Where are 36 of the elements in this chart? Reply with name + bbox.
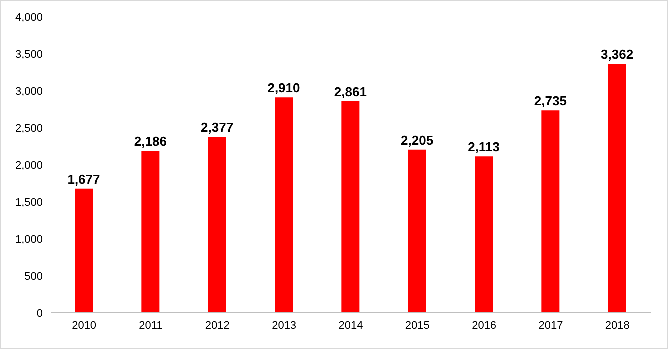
data-label: 2,861	[334, 84, 367, 100]
bar	[542, 110, 560, 313]
x-tick-label: 2015	[405, 320, 430, 332]
bar	[275, 98, 293, 313]
data-label: 2,735	[534, 94, 567, 109]
y-tick-label: 2,500	[15, 122, 43, 135]
y-tick-label: 1,000	[15, 234, 43, 246]
x-tick-label: 2011	[139, 320, 163, 332]
x-tick-label: 2013	[272, 320, 297, 332]
y-tick-label: 3,000	[15, 86, 43, 98]
bar	[142, 151, 160, 313]
bar	[408, 150, 426, 313]
x-tick-label: 2012	[205, 320, 230, 332]
x-tick-label: 2016	[472, 320, 497, 332]
y-tick-label: 3,500	[15, 48, 43, 61]
x-tick-label: 2010	[72, 320, 97, 332]
data-label: 1,677	[68, 172, 100, 187]
data-label: 2,205	[401, 132, 434, 148]
y-tick-label: 4,000	[15, 12, 43, 24]
x-tick-label: 2017	[538, 320, 564, 332]
data-label: 3,362	[601, 47, 634, 62]
bar	[475, 156, 493, 313]
x-tick-label: 2014	[338, 320, 364, 332]
y-tick-label: 500	[24, 270, 43, 283]
data-label: 2,186	[134, 134, 167, 150]
y-tick-label: 2,000	[15, 160, 43, 172]
bar	[608, 64, 626, 313]
bar	[342, 101, 360, 313]
data-label: 2,377	[201, 120, 234, 136]
bar	[75, 188, 93, 313]
data-label: 2,910	[268, 80, 300, 96]
data-label: 2,113	[468, 140, 500, 155]
y-tick-label: 0	[36, 308, 43, 320]
x-tick-label: 2018	[605, 320, 630, 332]
bar	[208, 137, 226, 313]
y-tick-label: 1,500	[15, 196, 43, 209]
